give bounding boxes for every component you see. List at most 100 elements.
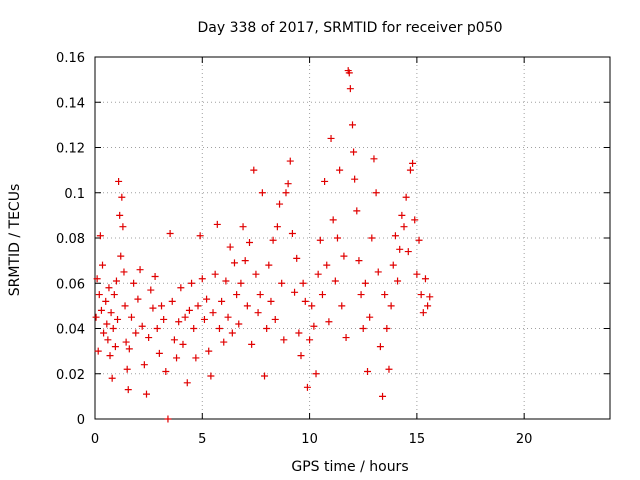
data-point	[213, 220, 221, 228]
data-point	[349, 121, 356, 129]
data-point	[160, 315, 168, 323]
data-point	[424, 302, 432, 310]
data-point	[107, 309, 115, 317]
data-point	[123, 365, 131, 373]
data-point	[241, 257, 249, 265]
data-point	[271, 315, 279, 323]
x-tick-label: 0	[91, 432, 99, 447]
y-tick-label: 0.14	[56, 96, 85, 111]
data-point	[170, 336, 178, 344]
data-point	[402, 193, 410, 201]
data-point	[140, 361, 148, 369]
data-point	[99, 261, 107, 269]
data-point	[155, 349, 163, 357]
data-point	[263, 325, 271, 332]
data-point	[192, 354, 200, 362]
data-point	[228, 329, 236, 337]
data-point	[200, 315, 208, 323]
data-point	[297, 352, 305, 360]
data-point	[381, 291, 389, 299]
data-point	[237, 279, 245, 287]
data-point	[173, 354, 181, 362]
data-point	[122, 338, 130, 346]
data-point	[419, 309, 427, 317]
data-point	[342, 334, 350, 342]
data-point	[366, 313, 374, 321]
data-point	[284, 180, 292, 188]
data-point	[312, 370, 320, 378]
data-point	[243, 302, 251, 310]
data-point	[118, 193, 126, 201]
data-point	[340, 252, 348, 260]
data-point	[147, 286, 155, 294]
data-point	[359, 325, 367, 332]
data-point	[92, 313, 100, 321]
data-point	[211, 270, 219, 278]
data-point	[108, 374, 116, 382]
data-point	[376, 343, 384, 351]
data-point	[106, 352, 114, 360]
data-point	[413, 270, 421, 278]
data-point	[350, 148, 358, 156]
data-point	[151, 272, 159, 280]
data-point	[383, 325, 391, 332]
grid-lines	[95, 57, 610, 419]
data-point	[361, 279, 369, 287]
data-point	[127, 313, 135, 321]
data-point	[188, 279, 196, 287]
data-point	[166, 229, 174, 237]
data-point	[235, 320, 243, 328]
data-point	[203, 295, 211, 303]
y-tick-label: 0.02	[56, 368, 85, 383]
data-point	[100, 329, 108, 337]
y-tick-label: 0.06	[56, 277, 85, 292]
data-point	[130, 279, 138, 287]
y-tick-label: 0.04	[56, 323, 85, 338]
plot-frame	[94, 56, 611, 420]
data-point	[267, 297, 275, 305]
x-tick-label: 5	[198, 432, 206, 447]
x-tick-label: 10	[301, 432, 318, 447]
data-point	[207, 372, 215, 380]
data-point	[265, 261, 273, 269]
data-point	[239, 223, 247, 231]
data-point	[183, 379, 191, 387]
data-point	[288, 229, 296, 237]
data-point	[391, 232, 399, 240]
data-point	[97, 306, 105, 314]
y-tick-label: 0.12	[56, 142, 85, 157]
data-point	[168, 297, 176, 305]
data-point	[190, 325, 198, 332]
data-point	[387, 302, 395, 310]
data-point	[125, 345, 133, 353]
data-point	[111, 343, 119, 351]
data-point	[338, 302, 346, 310]
data-point	[114, 315, 122, 323]
data-point	[421, 275, 429, 283]
data-point	[346, 85, 354, 93]
data-point	[278, 279, 286, 287]
data-point	[164, 415, 172, 423]
data-point	[254, 309, 262, 317]
data-point	[198, 275, 206, 283]
data-point	[177, 284, 185, 292]
data-point	[291, 288, 299, 296]
x-tick-label: 20	[516, 432, 533, 447]
data-point	[205, 347, 213, 355]
data-point	[286, 157, 294, 165]
data-point	[132, 329, 140, 337]
data-point	[406, 166, 414, 174]
data-point	[327, 134, 335, 142]
data-point	[398, 211, 406, 219]
data-point	[104, 336, 112, 344]
data-point	[96, 232, 104, 240]
data-point	[310, 322, 318, 330]
data-point	[117, 252, 125, 260]
data-point	[374, 268, 382, 276]
data-point	[215, 325, 223, 332]
data-point	[233, 291, 241, 299]
data-point	[248, 340, 256, 348]
data-point	[110, 291, 118, 299]
data-point	[226, 243, 234, 251]
